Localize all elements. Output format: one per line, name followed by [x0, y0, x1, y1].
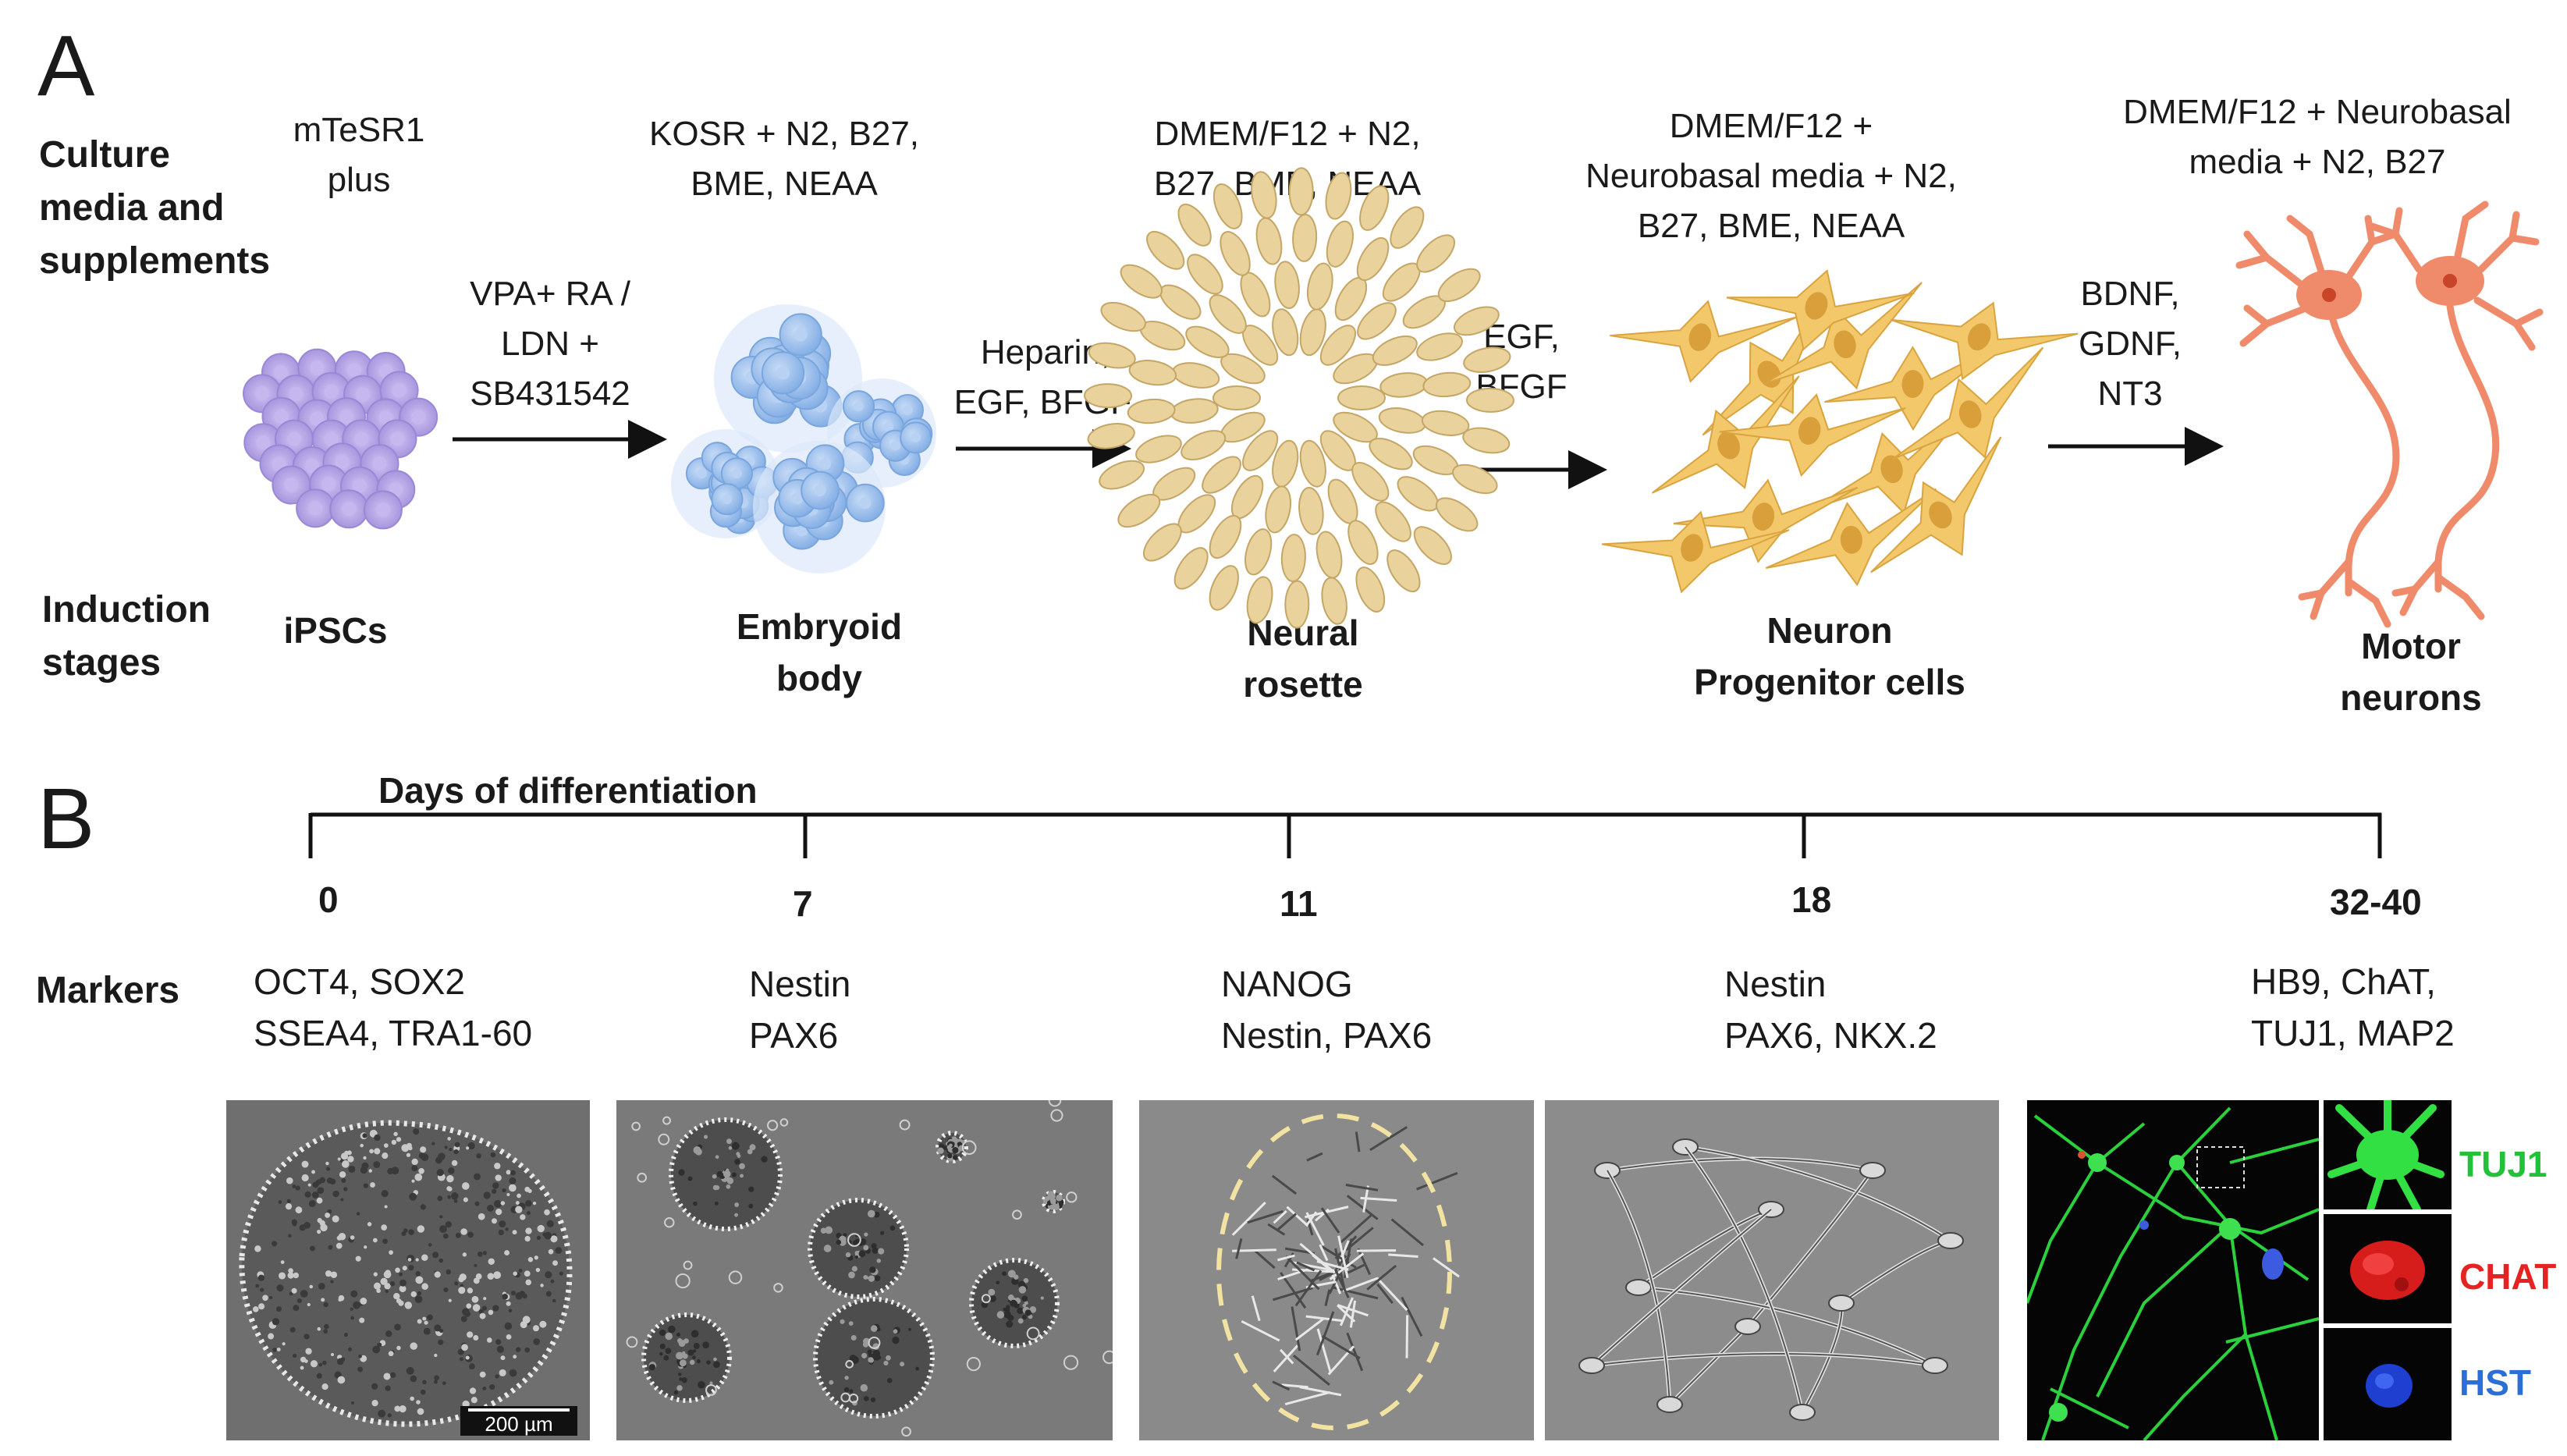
media-progenitor: DMEM/F12 + Neurobasal media + N2, B27, BME…	[1585, 107, 1957, 245]
media-motor: DMEM/F12 + Neurobasal media + N2, B27	[2123, 93, 2512, 181]
channel-label-chat: CHAT	[2459, 1256, 2557, 1297]
day-label: 32-40	[2330, 882, 2422, 922]
row-label-stages: Induction stages	[42, 589, 211, 684]
channel-label-hst: HST	[2459, 1362, 2531, 1403]
stage-ipsc: iPSCs	[283, 610, 388, 651]
progenitor-illustration	[1602, 269, 2079, 594]
micrograph-motor-neurons	[2027, 1100, 2319, 1440]
inset-hst	[2324, 1328, 2452, 1440]
inset-tuj1	[2324, 1100, 2452, 1209]
markers-day-0: OCT4, SOX2 SSEA4, TRA1-60	[254, 961, 533, 1053]
day-label: 0	[318, 879, 339, 920]
markers-day-7: Nestin PAX6	[749, 964, 851, 1056]
micrograph-embryoid	[616, 1100, 1113, 1440]
factors-4: BDNF, GDNF, NT3	[2079, 275, 2182, 413]
ipsc-illustration	[243, 348, 438, 530]
stage-embryoid: Embryoid body	[736, 606, 903, 698]
micrograph-progenitor	[1545, 1100, 1999, 1440]
day-label: 7	[793, 883, 813, 924]
panel-a-illustrations	[243, 167, 2544, 629]
rosette-illustration	[1084, 167, 1514, 629]
media-rosette: DMEM/F12 + N2, B27, BME, NEAA	[1153, 115, 1422, 203]
markers-day-32-40: HB9, ChAT, TUJ1, MAP2	[2251, 961, 2455, 1053]
panel-a-letter: A	[37, 18, 95, 114]
channel-label-tuj1: TUJ1	[2459, 1144, 2547, 1184]
markers-day-11: NANOG Nestin, PAX6	[1221, 964, 1433, 1056]
panel-b-letter: B	[37, 771, 95, 867]
inset-chat	[2324, 1214, 2452, 1323]
stage-progenitor: Neuron Progenitor cells	[1694, 610, 1965, 702]
media-ipsc: mTeSR1 plus	[293, 111, 425, 199]
embryoid-illustration	[671, 304, 936, 574]
markers-label: Markers	[36, 970, 180, 1011]
timeline-title: Days of differentiation	[378, 770, 758, 811]
scale-bar-label: 200 µm	[485, 1412, 552, 1436]
media-embryoid: KOSR + N2, B27, BME, NEAA	[648, 115, 920, 203]
day-label: 11	[1280, 883, 1318, 924]
row-label-media: Culture media and supplements	[39, 134, 271, 282]
markers-day-18: Nestin PAX6, NKX.2	[1724, 964, 1937, 1056]
micrograph-rosette	[1139, 1100, 1534, 1440]
day-label: 18	[1791, 879, 1832, 920]
micrograph-ipsc: 200 µm	[226, 1100, 590, 1440]
timeline	[308, 812, 2382, 858]
stage-motor: Motor neurons	[2340, 626, 2482, 718]
motor-neuron-illustration	[2235, 201, 2544, 628]
factors-1: VPA+ RA / LDN + SB431542	[470, 275, 630, 413]
